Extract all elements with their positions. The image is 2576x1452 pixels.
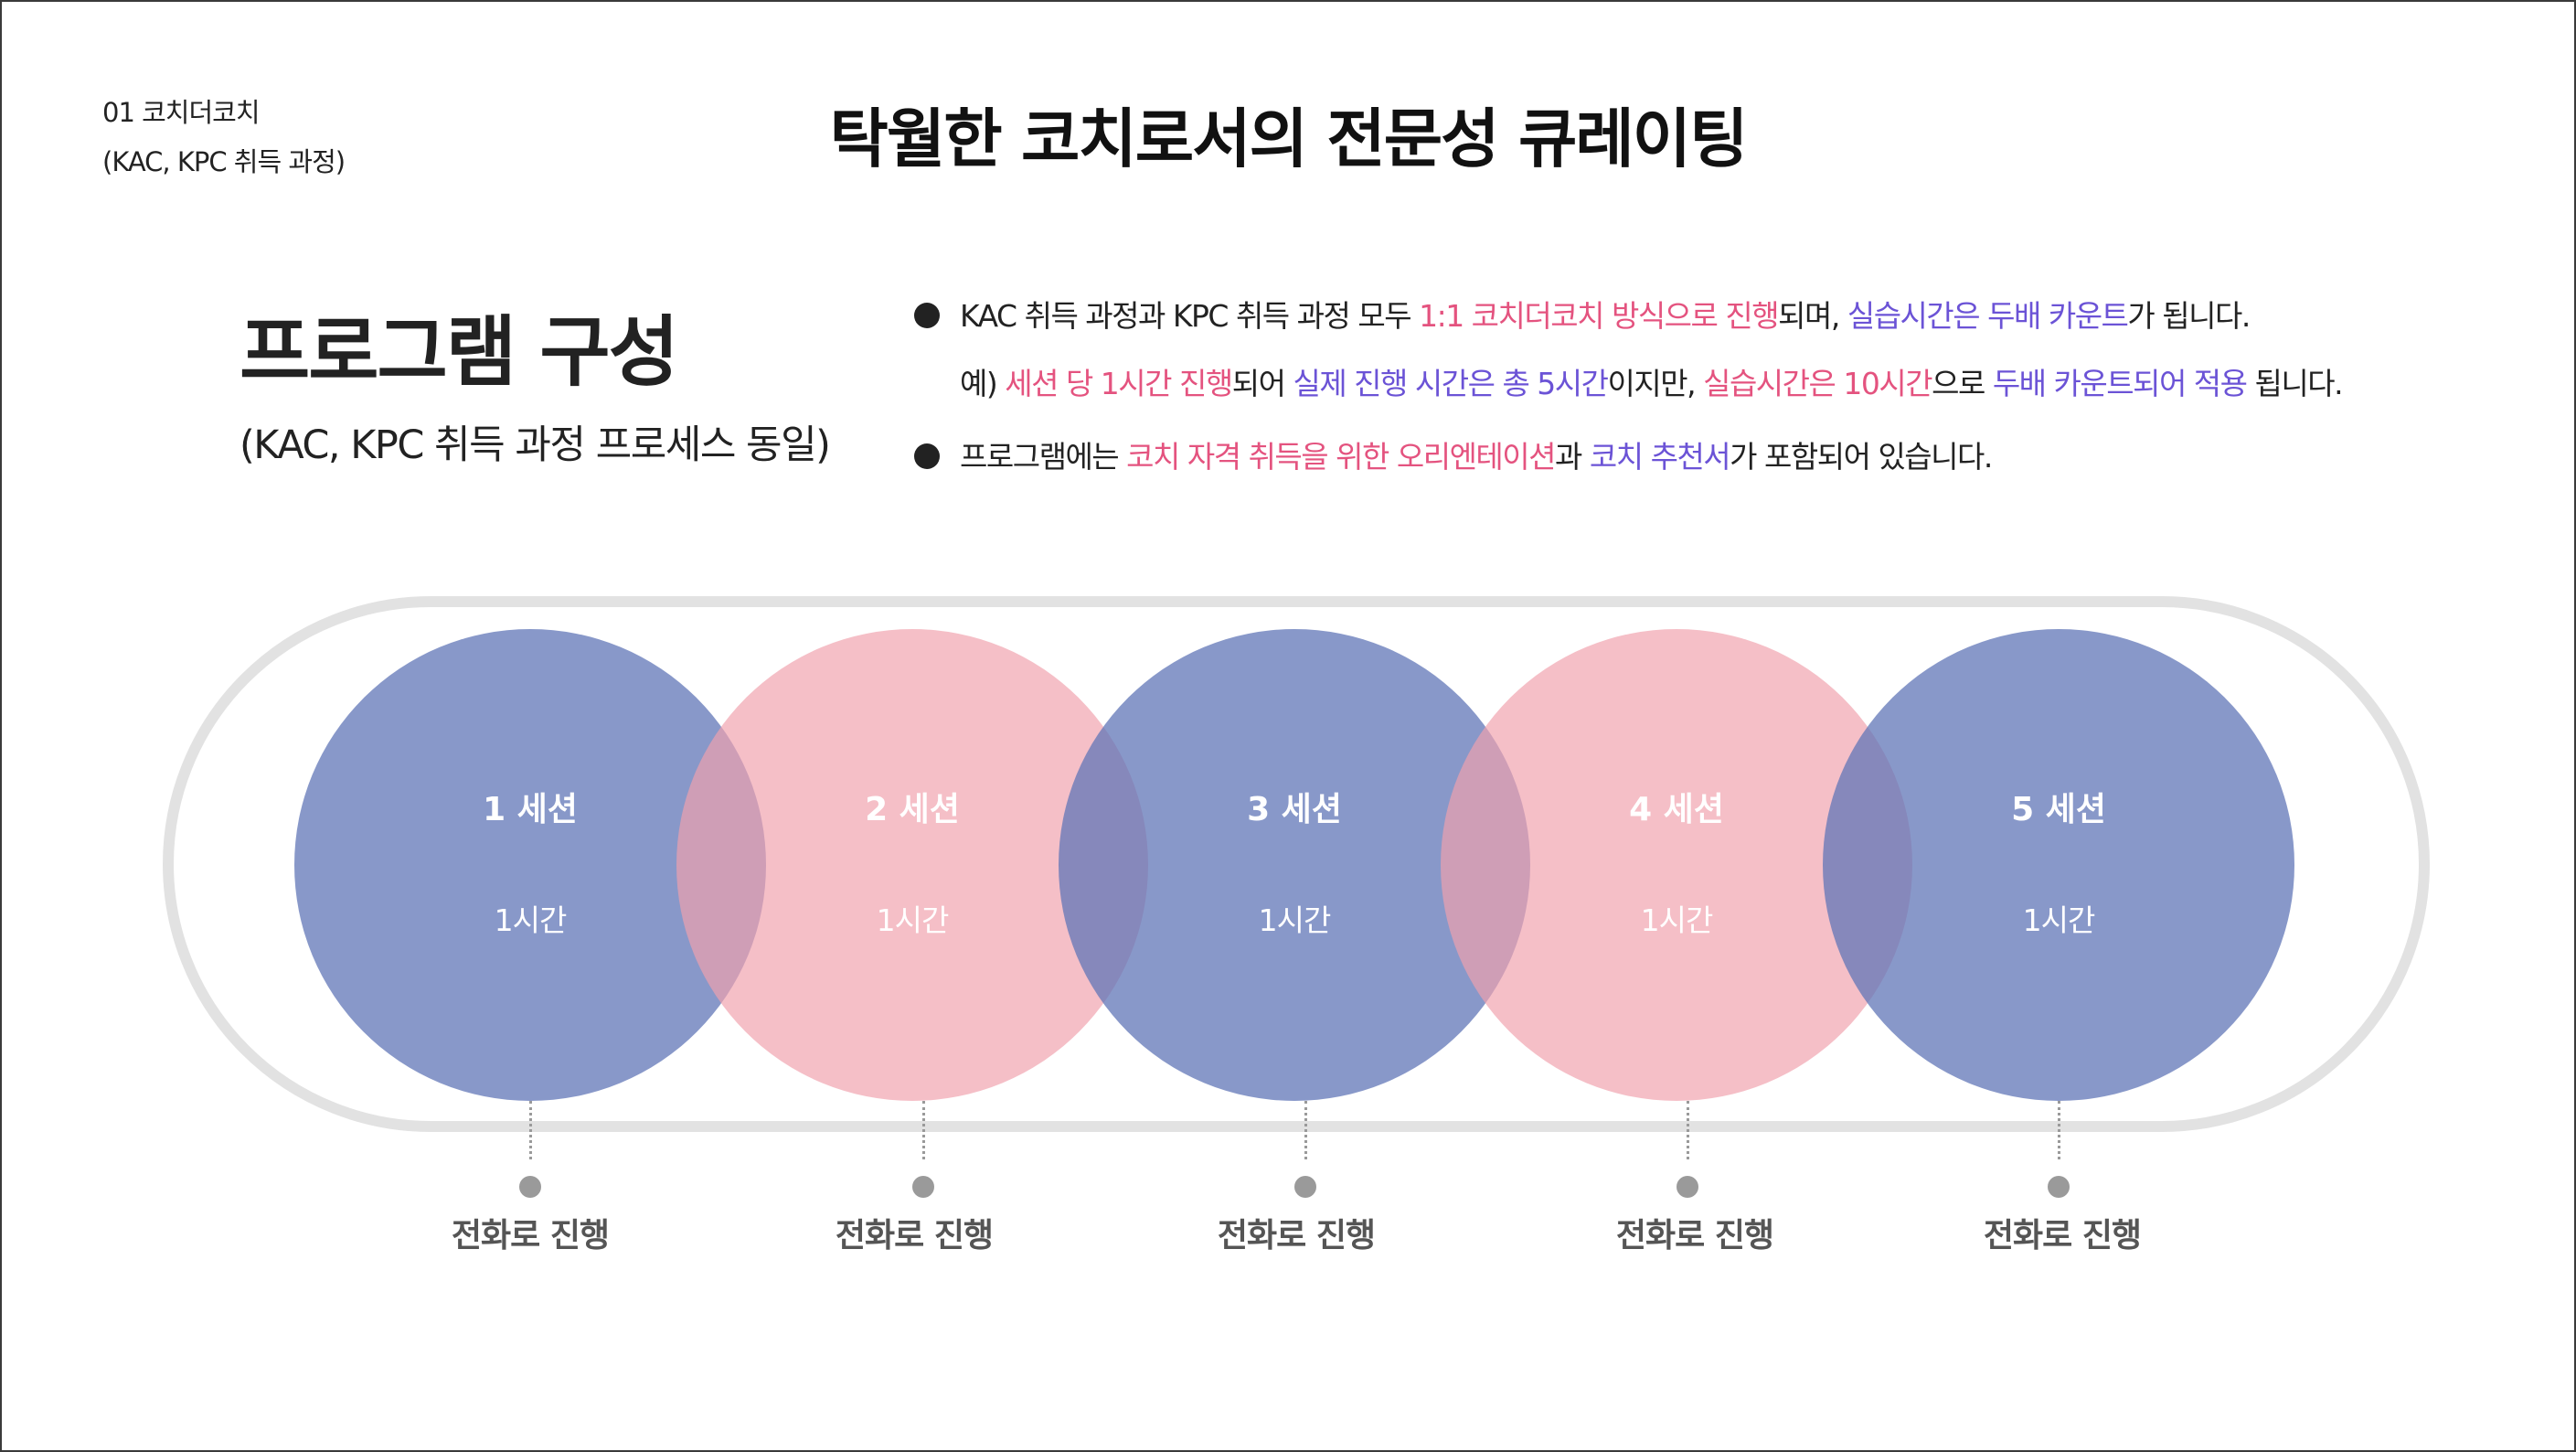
connector-dot-5 xyxy=(2048,1176,2070,1198)
connector-dot-4 xyxy=(1677,1176,1698,1198)
session-method-4: 전화로 진행 xyxy=(1615,1217,1774,1254)
session-method-2: 전화로 진행 xyxy=(835,1217,994,1254)
session-duration-4: 1시간 xyxy=(1640,902,1714,938)
page-title: 탁월한 코치로서의 전문성 큐레이팅 xyxy=(829,101,1748,176)
breadcrumb-line-2: (KAC, KPC 취득 과정) xyxy=(102,146,346,177)
session-title-5: 5 세션 xyxy=(2011,791,2106,828)
connector-line-3 xyxy=(1304,1101,1307,1159)
session-duration-3: 1시간 xyxy=(1258,902,1332,938)
session-method-1: 전화로 진행 xyxy=(451,1217,610,1254)
connector-dot-1 xyxy=(519,1176,541,1198)
session-title-1: 1 세션 xyxy=(483,791,578,828)
connector-line-4 xyxy=(1687,1101,1689,1159)
session-method-3: 전화로 진행 xyxy=(1217,1217,1376,1254)
session-title-3: 3 세션 xyxy=(1247,791,1342,828)
section-subtitle: (KAC, KPC 취득 과정 프로세스 동일) xyxy=(240,422,831,468)
session-circle-5 xyxy=(1823,629,2294,1101)
connector-dot-2 xyxy=(912,1176,934,1198)
connector-line-5 xyxy=(2058,1101,2060,1159)
connector-dot-3 xyxy=(1294,1176,1316,1198)
session-title-2: 2 세션 xyxy=(865,791,960,828)
connector-line-1 xyxy=(529,1101,532,1159)
breadcrumb: 01 코치더코치 (KAC, KPC 취득 과정) xyxy=(102,88,346,187)
session-title-4: 4 세션 xyxy=(1629,791,1724,828)
description-example: 예) 세션 당 1시간 진행되어 실제 진행 시간은 총 5시간이지만, 실습시… xyxy=(960,366,2344,401)
breadcrumb-line-1: 01 코치더코치 xyxy=(102,97,261,128)
description-block: KAC 취득 과정과 KPC 취득 과정 모두 1:1 코치더코치 방식으로 진… xyxy=(914,291,2344,499)
description-bullet-1: KAC 취득 과정과 KPC 취득 과정 모두 1:1 코치더코치 방식으로 진… xyxy=(914,291,2342,358)
section-title: 프로그램 구성 xyxy=(240,307,679,397)
bullet-icon xyxy=(914,303,940,328)
description-bullet-2: 프로그램에는 코치 자격 취득을 위한 오리엔테이션과 코치 추천서가 포함되어… xyxy=(914,432,2342,499)
connector-line-2 xyxy=(922,1101,925,1159)
session-duration-2: 1시간 xyxy=(876,902,950,938)
session-duration-5: 1시간 xyxy=(2022,902,2096,938)
bullet-icon xyxy=(914,443,940,469)
session-method-5: 전화로 진행 xyxy=(1983,1217,2142,1254)
session-duration-1: 1시간 xyxy=(494,902,568,938)
